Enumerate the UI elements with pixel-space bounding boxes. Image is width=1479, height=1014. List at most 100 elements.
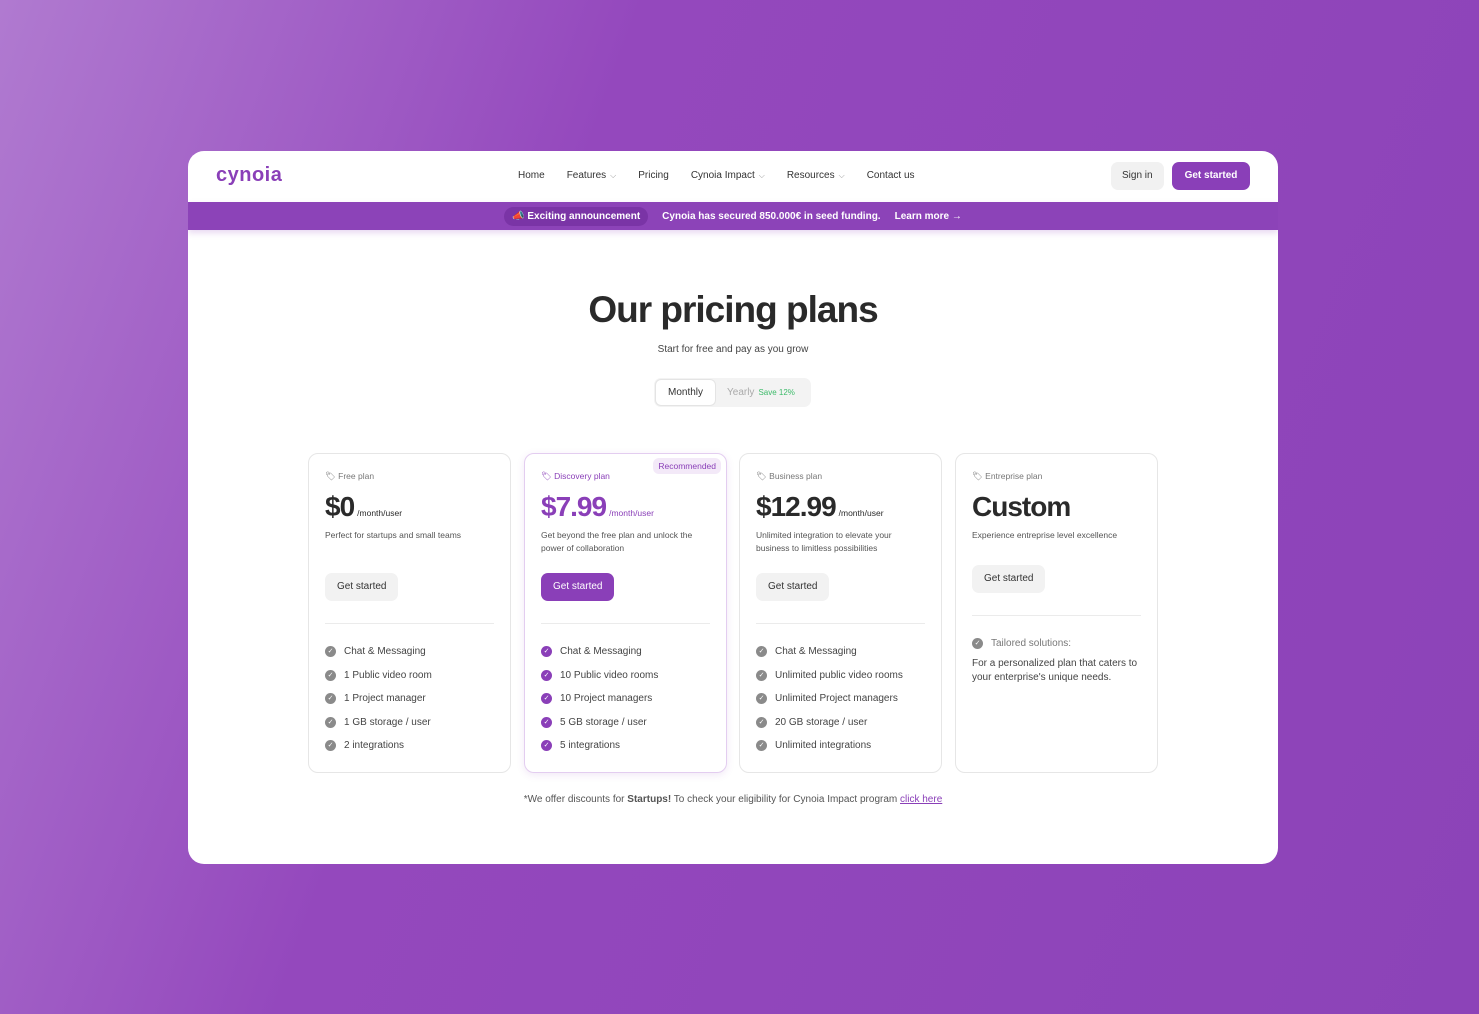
yearly-label: Yearly <box>727 387 755 398</box>
feature-label: 1 Project manager <box>344 693 426 704</box>
sign-in-button[interactable]: Sign in <box>1111 162 1164 190</box>
price-value: $12.99 <box>756 491 837 522</box>
plan-name-label: Discovery plan <box>554 471 610 481</box>
feature-label: Unlimited Project managers <box>775 693 898 704</box>
plan-name: 🏷 Business plan <box>756 471 925 482</box>
divider <box>756 623 925 624</box>
plan-get-started-button[interactable]: Get started <box>325 573 399 601</box>
recommended-badge: Recommended <box>653 458 721 474</box>
check-circle-icon: ✓ <box>756 740 767 751</box>
tailored-text: For a personalized plan that caters to y… <box>972 658 1138 683</box>
check-circle-icon: ✓ <box>541 669 552 681</box>
price-unit: /month/user <box>609 508 654 518</box>
nav-item-home[interactable]: Home <box>518 170 545 181</box>
plan-get-started-button[interactable]: Get started <box>972 565 1046 593</box>
plan-description: Unlimited integration to elevate your bu… <box>756 530 892 553</box>
pill-label: Exciting announcement <box>527 210 641 222</box>
feature-label: 10 Project managers <box>560 693 653 704</box>
nav-menu: Home Features ⌵ Pricing Cynoia Impact ⌵ Resour… <box>518 170 915 181</box>
nav-item-label: Home <box>518 170 545 181</box>
price-value: $7.99 <box>541 491 607 522</box>
feature-label: Unlimited public video rooms <box>775 669 903 681</box>
plan-price: $0/month/user <box>325 491 494 523</box>
feature-label: Unlimited integrations <box>775 740 872 751</box>
plan-get-started-button[interactable]: Get started <box>756 573 830 601</box>
discount-note: *We offer discounts for Startups! To che… <box>188 794 1278 805</box>
check-circle-icon: ✓ <box>325 669 336 681</box>
check-circle-icon: ✓ <box>325 740 336 751</box>
plan-price: $12.99/month/user <box>756 491 925 523</box>
announcement-banner: 📣 Exciting announcement Cynoia has secur… <box>188 202 1278 230</box>
cynoia-logo[interactable]: cynoia <box>216 164 283 186</box>
feature-item: ✓ 5 integrations <box>541 740 710 764</box>
nav-item-features[interactable]: Features ⌵ <box>567 170 617 181</box>
price-unit: /month/user <box>357 508 403 518</box>
feature-item: ✓ 1 GB storage / user <box>325 716 494 741</box>
feature-item: ✓ 2 integrations <box>325 740 494 764</box>
nav-item-contact-us[interactable]: Contact us <box>867 170 915 181</box>
feature-list: ✓ Tailored solutions: For a personalized p… <box>972 638 1141 685</box>
feature-list: ✓ Chat & Messaging ✓ 1 Public video room ✓ 1 … <box>325 646 494 764</box>
nav-item-pricing[interactable]: Pricing <box>638 170 669 181</box>
divider <box>541 623 710 624</box>
megaphone-icon: 📣 <box>512 210 528 222</box>
get-started-button[interactable]: Get started <box>1172 162 1250 190</box>
feature-label: 2 integrations <box>344 740 405 751</box>
feature-item: ✓ Unlimited integrations <box>756 740 925 764</box>
billing-toggle: Monthly Yearly Save 12% <box>654 378 811 407</box>
feature-label: 5 integrations <box>560 740 621 751</box>
feature-label: 1 GB storage / user <box>344 716 431 728</box>
chevron-down-icon: ⌵ <box>758 171 765 180</box>
feature-item: ✓ Chat & Messaging <box>756 646 925 670</box>
price-value: $0 <box>325 491 355 522</box>
feature-item: ✓ 20 GB storage / user <box>756 716 925 741</box>
check-circle-icon: ✓ <box>325 646 336 657</box>
learn-more-link[interactable]: Learn more → <box>894 210 962 222</box>
announcement-message: Cynoia has secured 850.000€ in seed fund… <box>662 210 881 222</box>
feature-list: ✓ Chat & Messaging ✓ Unlimited public video… <box>756 646 925 764</box>
nav-item-cynoia-impact[interactable]: Cynoia Impact ⌵ <box>691 170 765 181</box>
nav-item-label: Contact us <box>866 170 915 181</box>
click-here-link[interactable]: click here <box>900 794 943 805</box>
plan-name-label: Entreprise plan <box>985 471 1043 481</box>
feature-item: ✓ 5 GB storage / user <box>541 716 710 741</box>
plan-get-started-button[interactable]: Get started <box>541 573 615 601</box>
nav-item-label: Resources <box>786 170 835 181</box>
feature-label: 10 Public video rooms <box>560 669 659 681</box>
tailored-title-label: Tailored solutions: <box>991 638 1072 649</box>
browser-window: cynoia Home Features ⌵ Pricing Cynoia Impact… <box>188 151 1278 864</box>
feature-item: ✓ 1 Project manager <box>325 693 494 717</box>
monthly-option[interactable]: Monthly <box>655 379 716 406</box>
tag-icon: 🏷 <box>972 471 986 481</box>
nav-item-label: Cynoia Impact <box>690 170 755 181</box>
announcement-pill: 📣 Exciting announcement <box>504 206 649 226</box>
feature-label: 20 GB storage / user <box>775 716 868 728</box>
note-prefix: *We offer discounts for <box>523 794 628 805</box>
feature-label: 5 GB storage / user <box>560 716 647 728</box>
check-circle-icon: ✓ <box>756 693 767 704</box>
check-circle-icon: ✓ <box>756 669 767 681</box>
feature-item: ✓ 10 Project managers <box>541 693 710 717</box>
tailored-title: ✓ Tailored solutions: <box>972 638 1141 649</box>
check-circle-icon: ✓ <box>541 693 552 704</box>
price-unit: /month/user <box>838 508 884 518</box>
tag-icon: 🏷 <box>325 471 339 481</box>
note-middle: To check your eligibility for Cynoia Imp… <box>671 794 901 805</box>
nav-item-label: Pricing <box>638 170 669 181</box>
chevron-down-icon: ⌵ <box>610 171 617 180</box>
plan-card-entreprise-plan: 🏷 Entreprise plan Custom Experience entrep… <box>955 453 1158 773</box>
plan-card-free-plan: 🏷 Free plan $0/month/user Perfect for star… <box>308 453 511 773</box>
feature-label: 1 Public video room <box>344 669 432 681</box>
check-circle-icon: ✓ <box>541 716 552 728</box>
feature-item: ✓ 10 Public video rooms <box>541 669 710 694</box>
yearly-option[interactable]: Yearly Save 12% <box>727 387 795 398</box>
nav-item-resources[interactable]: Resources ⌵ <box>787 170 845 181</box>
feature-list: ✓ Chat & Messaging ✓ 10 Public video rooms ✓… <box>541 646 710 764</box>
plan-card-discovery-plan: Recommended 🏷 Discovery plan $7.99/month/u… <box>524 453 727 773</box>
price-value: Custom <box>972 491 1071 522</box>
check-circle-icon: ✓ <box>972 638 983 649</box>
tag-icon: 🏷 <box>541 471 555 481</box>
plan-name: 🏷 Free plan <box>325 471 494 482</box>
check-circle-icon: ✓ <box>325 716 336 728</box>
plan-name: 🏷 Discovery plan <box>541 471 710 482</box>
